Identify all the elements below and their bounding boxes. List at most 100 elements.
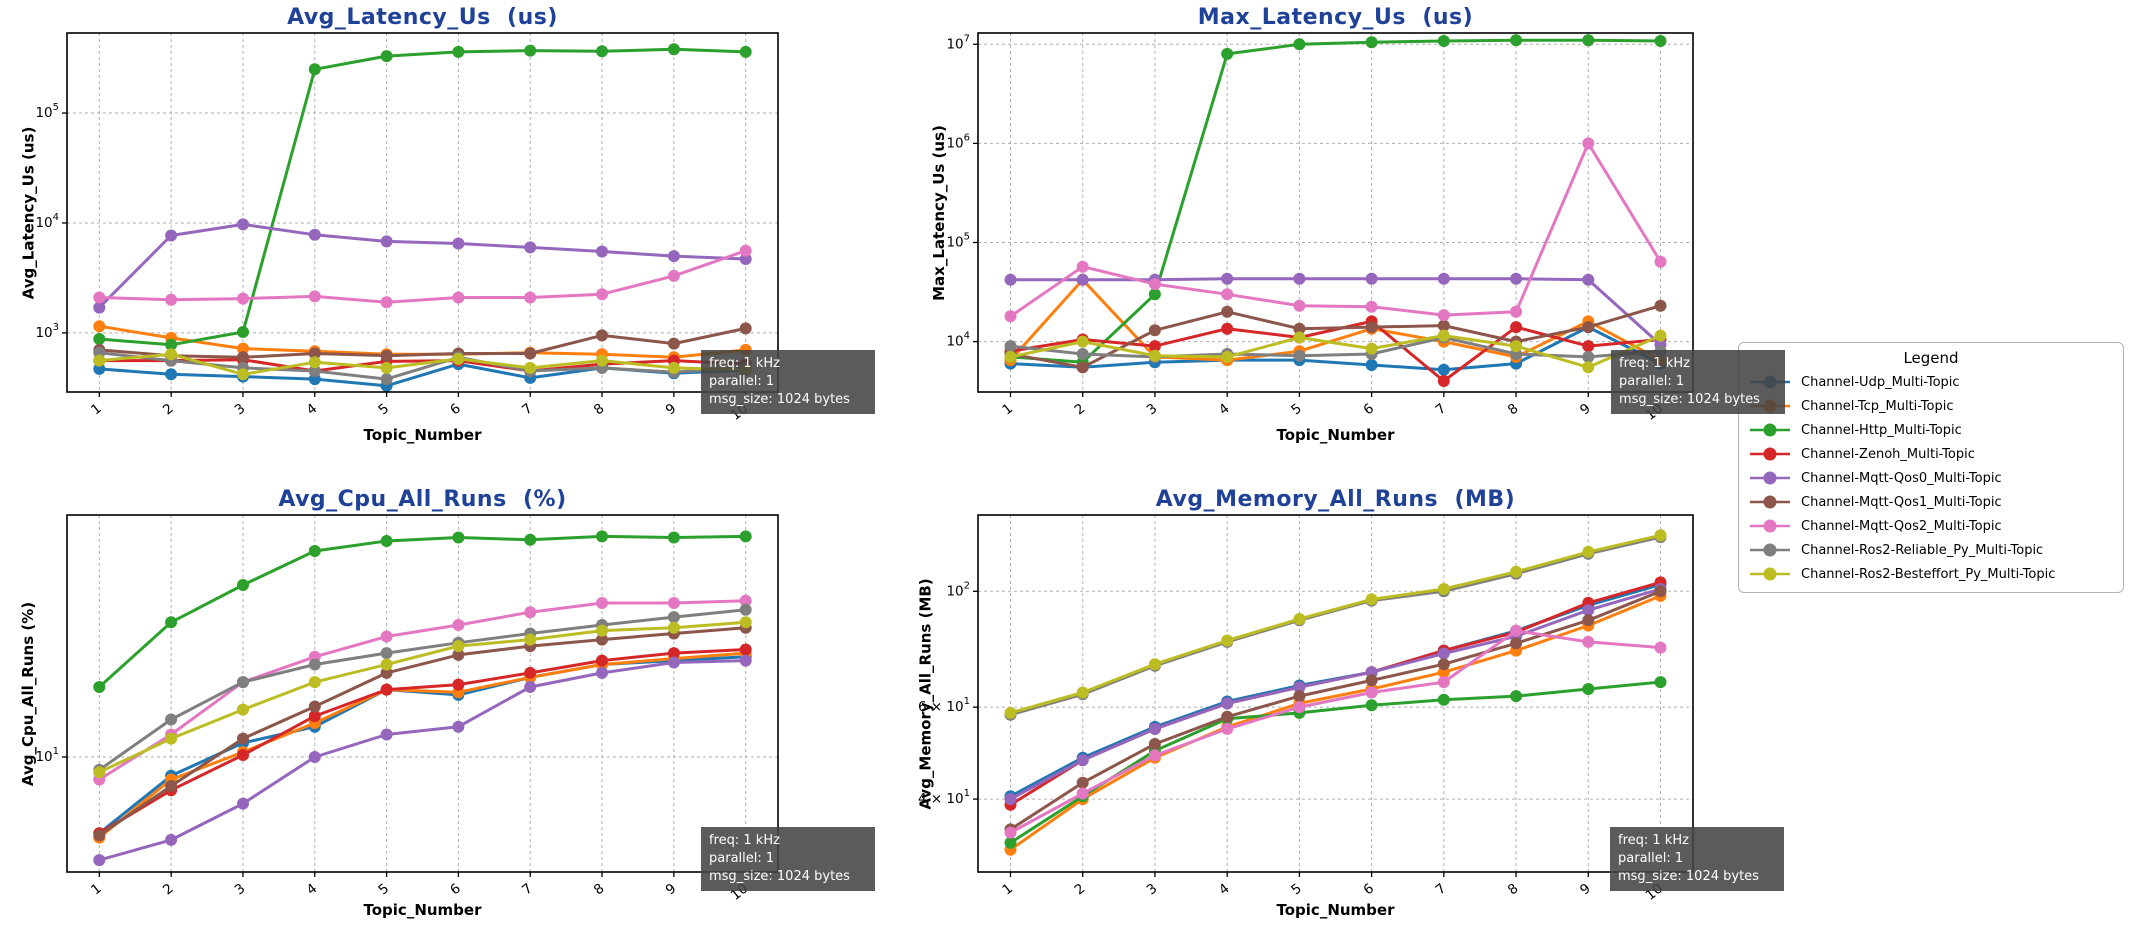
svg-text:4 × 101: 4 × 101	[918, 788, 970, 807]
line-marker-icon	[1750, 495, 1790, 509]
svg-text:105: 105	[946, 231, 970, 250]
y-axis-label-avg-latency: Avg_Latency_Us (us)	[8, 33, 48, 392]
annotation-msg-size: msg_size: 1024 bytes	[1618, 868, 1759, 884]
svg-text:6: 6	[447, 401, 464, 419]
x-axis-label: Topic_Number	[1276, 901, 1395, 919]
svg-text:1: 1	[88, 881, 105, 899]
legend-item: Channel-Tcp_Multi-Topic	[1739, 394, 2123, 418]
annotation-msg-size: msg_size: 1024 bytes	[709, 868, 850, 884]
svg-text:6: 6	[1360, 401, 1377, 419]
svg-text:106: 106	[946, 132, 970, 151]
legend-item-label: Channel-Tcp_Multi-Topic	[1801, 398, 1954, 414]
svg-text:102: 102	[946, 580, 970, 599]
annotation-msg-size: msg_size: 1024 bytes	[1619, 391, 1760, 407]
svg-text:5: 5	[1288, 881, 1305, 899]
line-marker-icon	[1750, 519, 1790, 533]
params-annotation: freq: 1 kHz parallel: 1 msg_size: 1024 b…	[701, 827, 875, 891]
svg-text:4: 4	[1216, 881, 1233, 899]
annotation-msg-size: msg_size: 1024 bytes	[709, 391, 850, 407]
y-axis-label-text: Max_Latency_Us (us)	[930, 124, 948, 301]
annotation-parallel: parallel: 1	[709, 850, 775, 866]
line-marker-icon	[1750, 543, 1790, 557]
svg-text:3: 3	[1144, 881, 1161, 899]
svg-text:2: 2	[1072, 881, 1089, 899]
annotation-parallel: parallel: 1	[1618, 850, 1684, 866]
x-axis-label: Topic_Number	[1276, 426, 1395, 444]
svg-text:2: 2	[1072, 401, 1089, 419]
svg-text:105: 105	[35, 102, 59, 121]
params-annotation: freq: 1 kHz parallel: 1 msg_size: 1024 b…	[701, 350, 875, 414]
svg-text:9: 9	[1577, 881, 1594, 899]
svg-text:4: 4	[304, 881, 321, 899]
legend-item-label: Channel-Zenoh_Multi-Topic	[1801, 446, 1975, 462]
legend-item: Channel-Udp_Multi-Topic	[1739, 370, 2123, 394]
legend-item-label: Channel-Ros2-Reliable_Py_Multi-Topic	[1801, 542, 2044, 558]
y-axis-label-text: Avg_Latency_Us (us)	[19, 126, 37, 299]
svg-text:9: 9	[663, 401, 680, 419]
line-marker-icon	[1750, 423, 1790, 437]
x-axis-label: Topic_Number	[363, 901, 482, 919]
svg-text:9: 9	[1577, 401, 1594, 419]
annotation-parallel: parallel: 1	[1619, 373, 1685, 389]
annotation-freq: freq: 1 kHz	[709, 356, 780, 371]
svg-text:9: 9	[663, 881, 680, 899]
params-annotation: freq: 1 kHz parallel: 1 msg_size: 1024 b…	[1611, 350, 1785, 414]
legend-item-label: Channel-Mqtt-Qos2_Multi-Topic	[1801, 518, 2002, 534]
svg-text:104: 104	[946, 331, 970, 350]
svg-text:5: 5	[1288, 401, 1305, 419]
svg-text:104: 104	[35, 212, 59, 231]
svg-text:103: 103	[35, 322, 59, 341]
svg-text:8: 8	[1505, 401, 1522, 419]
y-axis-label-avg-memory: Avg_Memory_All_Runs (MB)	[906, 515, 946, 872]
chart-title-avg-latency: Avg_Latency_Us (us)	[287, 5, 558, 30]
svg-text:101: 101	[35, 746, 59, 765]
line-marker-icon	[1750, 567, 1790, 581]
svg-text:7: 7	[1433, 881, 1450, 899]
legend-item: Channel-Mqtt-Qos2_Multi-Topic	[1739, 514, 2123, 538]
legend-item: Channel-Zenoh_Multi-Topic	[1739, 442, 2123, 466]
legend-item-label: Channel-Mqtt-Qos1_Multi-Topic	[1801, 494, 2002, 510]
svg-text:7: 7	[1433, 401, 1450, 419]
svg-text:107: 107	[946, 33, 970, 52]
svg-text:5: 5	[375, 401, 392, 419]
svg-text:6: 6	[1360, 881, 1377, 899]
legend-item-label: Channel-Http_Multi-Topic	[1801, 422, 1962, 438]
legend: Legend Channel-Udp_Multi-Topic Channel-T…	[1738, 342, 2124, 593]
legend-title: Legend	[1903, 349, 1959, 367]
svg-text:2: 2	[160, 881, 177, 899]
legend-item: Channel-Mqtt-Qos1_Multi-Topic	[1739, 490, 2123, 514]
annotation-freq: freq: 1 kHz	[1619, 356, 1690, 371]
legend-item: Channel-Mqtt-Qos0_Multi-Topic	[1739, 466, 2123, 490]
chart-title-avg-cpu: Avg_Cpu_All_Runs (%)	[278, 487, 567, 512]
annotation-freq: freq: 1 kHz	[1618, 833, 1689, 848]
chart-title-max-latency: Max_Latency_Us (us)	[1197, 5, 1474, 30]
svg-text:1: 1	[999, 401, 1016, 419]
params-annotation: freq: 1 kHz parallel: 1 msg_size: 1024 b…	[1610, 827, 1784, 891]
legend-item-label: Channel-Ros2-Besteffort_Py_Multi-Topic	[1801, 566, 2056, 582]
y-axis-label-text: Avg_Memory_All_Runs (MB)	[917, 577, 936, 810]
svg-text:8: 8	[591, 881, 608, 899]
svg-text:8: 8	[1505, 881, 1522, 899]
svg-text:5: 5	[375, 881, 392, 899]
y-axis-label-avg-cpu: Avg_Cpu_All_Runs (%)	[8, 515, 48, 872]
svg-text:7: 7	[519, 401, 536, 419]
x-axis-label: Topic_Number	[363, 426, 482, 444]
svg-text:2: 2	[160, 401, 177, 419]
line-marker-icon	[1750, 447, 1790, 461]
svg-text:3: 3	[232, 401, 249, 419]
svg-text:4: 4	[1216, 401, 1233, 419]
annotation-freq: freq: 1 kHz	[709, 833, 780, 848]
max-latency-plot: 12345678910104105106107	[946, 32, 1694, 424]
y-axis-label-max-latency: Max_Latency_Us (us)	[919, 33, 959, 392]
legend-item-label: Channel-Mqtt-Qos0_Multi-Topic	[1801, 470, 2002, 486]
svg-text:7: 7	[519, 881, 536, 899]
legend-item-label: Channel-Udp_Multi-Topic	[1801, 374, 1960, 390]
svg-text:6 × 101: 6 × 101	[918, 696, 970, 715]
svg-text:1: 1	[88, 401, 105, 419]
legend-item: Channel-Ros2-Reliable_Py_Multi-Topic	[1739, 538, 2123, 562]
legend-item: Channel-Http_Multi-Topic	[1739, 418, 2123, 442]
svg-text:8: 8	[591, 401, 608, 419]
